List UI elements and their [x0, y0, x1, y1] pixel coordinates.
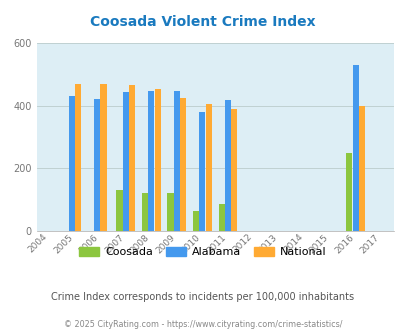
Bar: [352, 65, 358, 231]
Bar: [148, 90, 154, 231]
Bar: [224, 100, 230, 231]
Bar: [75, 84, 81, 231]
Bar: [129, 85, 135, 231]
Bar: [358, 106, 364, 231]
Bar: [123, 92, 128, 231]
Bar: [180, 98, 186, 231]
Bar: [100, 84, 106, 231]
Bar: [68, 96, 75, 231]
Text: Crime Index corresponds to incidents per 100,000 inhabitants: Crime Index corresponds to incidents per…: [51, 292, 354, 302]
Bar: [192, 211, 198, 231]
Bar: [345, 153, 351, 231]
Bar: [167, 193, 173, 231]
Bar: [231, 109, 237, 231]
Bar: [142, 193, 148, 231]
Legend: Coosada, Alabama, National: Coosada, Alabama, National: [75, 242, 330, 262]
Bar: [154, 89, 160, 231]
Bar: [199, 112, 205, 231]
Bar: [218, 204, 224, 231]
Bar: [173, 90, 179, 231]
Text: © 2025 CityRating.com - https://www.cityrating.com/crime-statistics/: © 2025 CityRating.com - https://www.city…: [64, 320, 341, 329]
Text: Coosada Violent Crime Index: Coosada Violent Crime Index: [90, 15, 315, 29]
Bar: [94, 99, 100, 231]
Bar: [205, 104, 211, 231]
Bar: [116, 190, 122, 231]
